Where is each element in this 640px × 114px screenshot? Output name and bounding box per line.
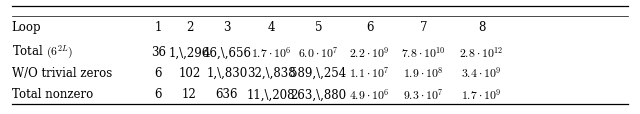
Text: 3: 3 xyxy=(223,21,230,34)
Text: $1.7\cdot10^{9}$: $1.7\cdot10^{9}$ xyxy=(461,87,502,101)
Text: W/O trivial zeros: W/O trivial zeros xyxy=(12,66,112,79)
Text: 5: 5 xyxy=(315,21,322,34)
Text: 2: 2 xyxy=(186,21,193,34)
Text: 32,\,838: 32,\,838 xyxy=(247,66,296,79)
Text: 11,\,208: 11,\,208 xyxy=(247,88,296,101)
Text: Loop: Loop xyxy=(12,21,41,34)
Text: 7: 7 xyxy=(420,21,428,34)
Text: 102: 102 xyxy=(179,66,200,79)
Text: $1.7\cdot10^{6}$: $1.7\cdot10^{6}$ xyxy=(251,45,292,60)
Text: $7.8\cdot10^{10}$: $7.8\cdot10^{10}$ xyxy=(401,45,446,60)
Text: $4.9\cdot10^{6}$: $4.9\cdot10^{6}$ xyxy=(349,87,390,101)
Text: 4: 4 xyxy=(268,21,275,34)
Text: $1.1\cdot10^{7}$: $1.1\cdot10^{7}$ xyxy=(349,66,390,80)
Text: Total $(6^{2L})$: Total $(6^{2L})$ xyxy=(12,44,73,61)
Text: 263,\,880: 263,\,880 xyxy=(291,88,346,101)
Text: 8: 8 xyxy=(478,21,485,34)
Text: Total nonzero: Total nonzero xyxy=(12,88,93,101)
Text: $2.2\cdot10^{9}$: $2.2\cdot10^{9}$ xyxy=(349,45,390,60)
Text: 1,\,296: 1,\,296 xyxy=(169,46,210,59)
Text: 46,\,656: 46,\,656 xyxy=(202,46,252,59)
Text: 12: 12 xyxy=(182,88,197,101)
Text: 6: 6 xyxy=(155,66,162,79)
Text: 6: 6 xyxy=(155,88,162,101)
Text: 36: 36 xyxy=(151,46,166,59)
Text: $1.9\cdot10^{8}$: $1.9\cdot10^{8}$ xyxy=(403,66,444,80)
Text: $6.0\cdot10^{7}$: $6.0\cdot10^{7}$ xyxy=(298,45,339,60)
Text: 636: 636 xyxy=(216,88,238,101)
Text: $2.8\cdot10^{12}$: $2.8\cdot10^{12}$ xyxy=(460,45,504,60)
Text: $9.3\cdot10^{7}$: $9.3\cdot10^{7}$ xyxy=(403,87,444,101)
Text: 6: 6 xyxy=(366,21,373,34)
Text: 589,\,254: 589,\,254 xyxy=(291,66,346,79)
Text: $3.4\cdot10^{9}$: $3.4\cdot10^{9}$ xyxy=(461,66,502,80)
Text: 1,\,830: 1,\,830 xyxy=(206,66,248,79)
Text: 1: 1 xyxy=(155,21,162,34)
